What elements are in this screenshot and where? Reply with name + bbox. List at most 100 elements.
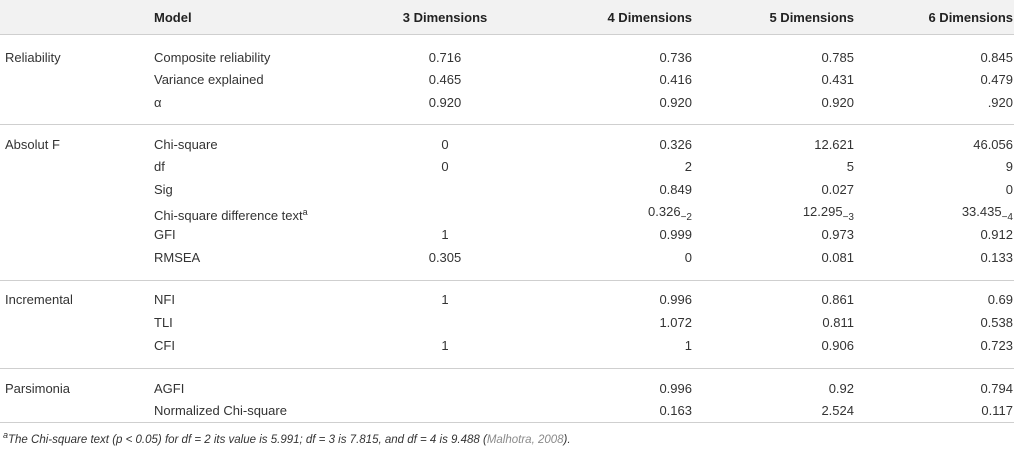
- cell-value: 0.92: [828, 381, 854, 396]
- cell-6-dimensions: 0.117: [862, 400, 1013, 422]
- model-text: df: [154, 159, 165, 174]
- cell-5-dimensions: 5: [700, 156, 854, 178]
- model-text: α: [154, 95, 162, 110]
- cell-3-dimensions: 1: [372, 335, 518, 357]
- cell-4-dimensions: 0.416: [540, 69, 692, 91]
- cell-6-dimensions: 0: [862, 179, 1013, 201]
- cell-6-dimensions: 0.69: [862, 289, 1013, 311]
- header-3-dimensions: 3 Dimensions: [402, 10, 488, 25]
- row-model-label: TLI: [154, 312, 173, 334]
- cell-5-dimensions: 0.861: [700, 289, 854, 311]
- cell-value: 0.163: [659, 403, 692, 418]
- row-model-label: Chi-square difference texta: [154, 201, 308, 227]
- cell-5-dimensions: 0.92: [700, 378, 854, 400]
- cell-value: 0.305: [428, 250, 462, 265]
- header-4-dimensions: 4 Dimensions: [607, 10, 692, 25]
- table-row: Reliability Composite reliability 0.716 0.7…: [0, 47, 1014, 69]
- cell-value: 0: [441, 137, 449, 152]
- group-label: Reliability: [5, 50, 61, 65]
- footnote-text: The Chi-square text (p < 0.05) for df = …: [8, 434, 487, 446]
- cell-value: 0.906: [821, 338, 854, 353]
- cell-5-dimensions: 0.431: [700, 69, 854, 91]
- cell-value: 1: [441, 227, 449, 242]
- cell-value: 1.072: [659, 315, 692, 330]
- cell-6-dimensions: 33.435−4: [862, 201, 1013, 229]
- cell-value: 0.081: [821, 250, 854, 265]
- model-text: Chi-square: [154, 137, 218, 152]
- cell-value: 0.538: [980, 315, 1013, 330]
- table-row: α 0.920 0.920 0.920 .920: [0, 92, 1014, 114]
- cell-4-dimensions: 0.326−2: [540, 201, 692, 229]
- group-label: Incremental: [5, 292, 73, 307]
- cell-4-dimensions: 1: [540, 335, 692, 357]
- cell-value: 0.920: [428, 95, 462, 110]
- cell-value: 0.996: [659, 381, 692, 396]
- cell-value: 1: [684, 338, 692, 353]
- cell-6-dimensions: 0.845: [862, 47, 1013, 69]
- cell-3-dimensions: 0: [372, 156, 518, 178]
- cell-4-dimensions: 0.736: [540, 47, 692, 69]
- row-model-label: NFI: [154, 289, 175, 311]
- group-divider: [0, 368, 1014, 369]
- cell-value: 0.845: [980, 50, 1013, 65]
- row-model-label: CFI: [154, 335, 175, 357]
- row-model-label: Sig: [154, 179, 173, 201]
- cell-value: 0: [684, 250, 692, 265]
- table-row: Absolut F Chi-square 0 0.326 12.621 46.056: [0, 134, 1014, 156]
- header-model: Model: [154, 10, 192, 25]
- model-text: Normalized Chi-square: [154, 403, 287, 418]
- cell-6-dimensions: .920: [862, 92, 1013, 114]
- cell-5-dimensions: 0.973: [700, 224, 854, 246]
- cell-value: 1: [441, 338, 449, 353]
- table-row: GFI 1 0.999 0.973 0.912: [0, 224, 1014, 246]
- table-bottom-rule: [0, 422, 1014, 423]
- cell-value: 0.716: [428, 50, 462, 65]
- cell-value: 0.811: [822, 315, 854, 330]
- cell-value: 33.435: [961, 204, 1002, 219]
- model-text: Composite reliability: [154, 50, 271, 65]
- cell-value: 0.326: [659, 137, 692, 152]
- cell-3-dimensions: 0.716: [372, 47, 518, 69]
- cell-value: 0.861: [821, 292, 854, 307]
- model-text: RMSEA: [154, 250, 201, 265]
- table-footnote: aThe Chi-square text (p < 0.05) for df =…: [3, 430, 571, 446]
- cell-3-dimensions: 0: [372, 134, 518, 156]
- cell-value: 0.465: [428, 72, 462, 87]
- row-model-label: df: [154, 156, 165, 178]
- table-header: Model 3 Dimensions 4 Dimensions 5 Dimens…: [0, 0, 1014, 35]
- group-divider: [0, 280, 1014, 281]
- cell-value: .920: [987, 95, 1013, 110]
- cell-value: 0.69: [987, 292, 1013, 307]
- header-5-dimensions: 5 Dimensions: [769, 10, 854, 25]
- footnote-superscript: a: [302, 207, 308, 217]
- cell-4-dimensions: 0: [540, 247, 692, 269]
- footnote-citation-link[interactable]: Malhotra, 2008: [486, 434, 564, 446]
- model-text: Sig: [154, 182, 173, 197]
- cell-value: 0.794: [980, 381, 1013, 396]
- cell-value: 0.479: [980, 72, 1013, 87]
- cell-4-dimensions: 0.996: [540, 289, 692, 311]
- model-text: Chi-square difference text: [154, 208, 303, 223]
- cell-6-dimensions: 0.133: [862, 247, 1013, 269]
- cell-3-dimensions: 0.465: [372, 69, 518, 91]
- footnote-end: ).: [563, 434, 571, 446]
- cell-value: 12.621: [814, 137, 854, 152]
- cell-6-dimensions: 0.479: [862, 69, 1013, 91]
- cell-6-dimensions: 0.723: [862, 335, 1013, 357]
- row-model-label: GFI: [154, 224, 176, 246]
- table-row: Parsimonia AGFI 0.996 0.92 0.794: [0, 378, 1014, 400]
- cell-value: 46.056: [973, 137, 1013, 152]
- cell-4-dimensions: 0.920: [540, 92, 692, 114]
- group-label: Parsimonia: [5, 381, 71, 396]
- cell-value: 0.133: [980, 250, 1013, 265]
- cell-6-dimensions: 46.056: [862, 134, 1013, 156]
- table-row: CFI 1 1 0.906 0.723: [0, 335, 1014, 357]
- cell-5-dimensions: 0.920: [700, 92, 854, 114]
- cell-value: 0.999: [659, 227, 692, 242]
- cell-value: 0.723: [980, 338, 1013, 353]
- table-row: Sig 0.849 0.027 0: [0, 179, 1014, 201]
- cell-value: 0.912: [980, 227, 1013, 242]
- cell-value: 0.973: [821, 227, 854, 242]
- table-row: Variance explained 0.465 0.416 0.431 0.479: [0, 69, 1014, 91]
- cell-5-dimensions: 0.081: [700, 247, 854, 269]
